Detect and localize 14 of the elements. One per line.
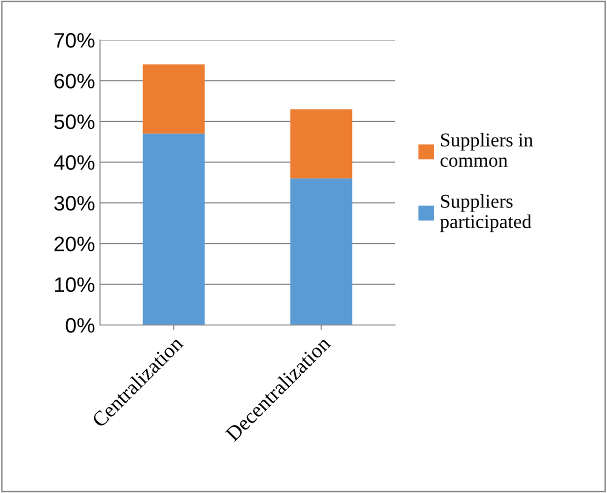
y-tick-label: 70% (54, 33, 94, 48)
y-tick-label: 40% (54, 155, 94, 170)
y-tick-label: 60% (54, 74, 94, 88)
y-tick-label: 10% (55, 277, 94, 292)
legend-label: Suppliers participated (440, 194, 532, 232)
bar (142, 134, 205, 325)
y-tick-label: 50% (54, 114, 94, 130)
y-tick-label: 30% (54, 196, 94, 211)
bar (290, 109, 352, 178)
bar (142, 64, 205, 134)
legend-label: Suppliers in common (440, 132, 533, 167)
bar (290, 178, 352, 325)
y-tick-label: 20% (54, 236, 94, 252)
y-tick-label: 0% (66, 318, 94, 333)
